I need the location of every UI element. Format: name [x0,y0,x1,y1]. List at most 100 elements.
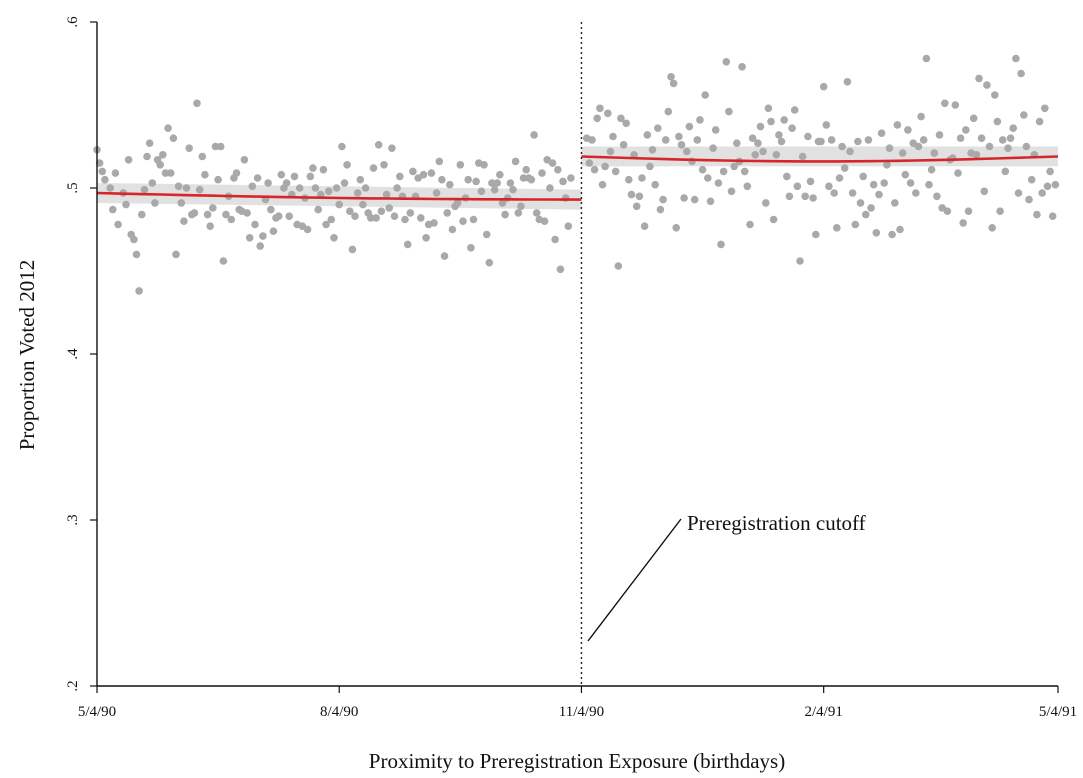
x-tick-label: 11/4/90 [559,704,604,720]
data-point [209,204,217,212]
data-point [340,179,349,187]
data-point [804,132,812,141]
y-tick-label: .3 [65,514,81,525]
data-point [269,227,278,235]
data-point [617,114,625,123]
data-point [622,119,630,128]
data-point [875,190,883,199]
y-axis-title: Proportion Voted 2012 [15,260,39,451]
data-point [106,184,114,192]
data-point [522,165,530,174]
data-point [372,214,380,222]
data-point [509,185,517,194]
data-point [1006,134,1015,142]
data-point [962,126,970,134]
data-point [432,189,441,197]
data-point [880,179,888,187]
data-point [124,156,133,164]
data-point [941,99,949,108]
x-tick-label: 8/4/90 [320,704,358,720]
data-point [511,157,520,166]
data-point [830,189,838,197]
data-point [996,207,1004,215]
data-point [554,165,562,174]
data-point [985,142,994,151]
data-point [835,174,844,182]
data-point [469,215,478,224]
data-point [869,180,878,189]
data-point [485,258,494,267]
data-point [1017,69,1025,78]
data-point [851,220,860,229]
data-point [827,136,836,144]
data-point [717,240,725,249]
data-point [393,184,401,192]
data-point [722,58,731,66]
data-point [548,159,557,167]
data-point [214,175,222,184]
data-point [169,134,178,142]
data-point [706,197,715,206]
data-point [656,205,665,214]
data-point [840,164,849,172]
data-point [122,200,130,209]
data-point [380,161,388,169]
data-point [872,229,881,237]
data-point [914,142,923,151]
data-point [377,207,386,215]
x-tick-label: 5/4/91 [1039,704,1077,720]
data-point [809,194,817,202]
data-point [1009,124,1017,132]
data-point [740,167,749,176]
data-point [888,230,896,239]
data-point [551,235,559,244]
data-point [156,161,164,169]
data-point [983,81,991,89]
data-point [101,175,109,184]
data-point [898,149,907,157]
data-point [259,232,267,240]
data-point [901,170,910,179]
data-point [148,179,157,187]
data-point [609,132,617,141]
data-point [1004,144,1012,152]
data-point [680,194,688,202]
data-point [838,142,846,151]
data-point [798,152,807,161]
data-point [640,222,649,230]
data-point [111,169,120,177]
data-point [256,242,265,250]
data-point [659,195,667,204]
data-point [406,209,415,217]
data-point [396,172,404,181]
data-point [596,104,604,113]
data-point [527,175,536,184]
data-point [422,234,430,242]
data-point [1046,167,1054,176]
fit-line [96,191,582,201]
data-point [793,182,802,191]
data-point [677,141,686,149]
data-point [769,215,778,224]
data-point [825,182,833,191]
data-point [348,245,357,254]
data-point [216,142,225,151]
data-point [1022,142,1031,151]
data-point [517,202,525,211]
data-point [733,139,741,147]
data-point [585,159,594,167]
data-point [446,180,454,189]
data-point [390,212,399,220]
data-point [764,104,773,113]
data-point [482,230,491,239]
data-point [709,144,717,152]
data-point [353,189,362,197]
data-point [346,207,354,215]
x-tick-label: 2/4/91 [805,704,843,720]
data-point [912,189,920,197]
data-point [606,147,615,156]
data-point [790,106,799,114]
data-point [664,107,673,116]
data-point [604,109,612,118]
data-point [646,162,654,171]
